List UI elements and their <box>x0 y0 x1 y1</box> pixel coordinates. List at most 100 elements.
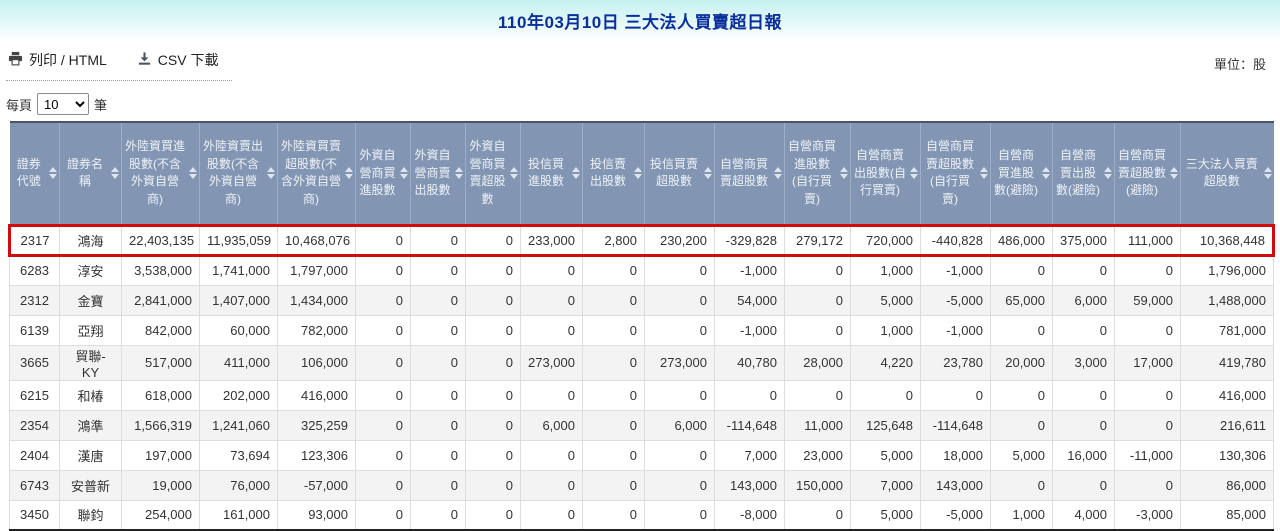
column-header-4[interactable]: 外陸資買賣超股數(不含外資自營商) <box>277 122 356 225</box>
table-row: 2312 金寶 2,841,000 1,407,000 1,434,000 0 0 0 0 0 0 5… <box>9 285 1274 316</box>
column-header-18[interactable]: 三大法人買賣超股數 <box>1180 122 1274 225</box>
value-cell: 0 <box>520 380 583 411</box>
column-header-0[interactable]: 證券代號 <box>9 122 60 225</box>
column-header-13[interactable]: 自營商賣出股數(自行買賣) <box>850 122 921 225</box>
value-cell: 0 <box>520 470 583 501</box>
value-cell: 1,566,319 <box>121 410 200 441</box>
value-cell: 0 <box>1114 380 1181 411</box>
value-cell: 10,468,076 <box>277 223 356 257</box>
column-header-12[interactable]: 自營商買進股數(自行買賣) <box>784 122 851 225</box>
value-cell: 517,000 <box>121 345 200 381</box>
table-row: 3450 聯鈞 254,000 161,000 93,000 0 0 0 0 0 0 -8,000 0 5… <box>9 500 1274 531</box>
value-cell: 10,368,448 <box>1180 223 1275 257</box>
value-cell: 0 <box>850 380 921 411</box>
csv-download-button[interactable]: CSV 下載 <box>137 50 218 70</box>
column-header-label: 外陸資買進股數(不含外資自營商) <box>124 139 185 206</box>
value-cell: 5,000 <box>990 440 1053 471</box>
column-header-11[interactable]: 自營商買賣超股數 <box>714 122 785 225</box>
value-cell: 143,000 <box>920 470 991 501</box>
column-header-17[interactable]: 自營商買賣超股數(避險) <box>1114 122 1181 225</box>
table-row: 2317 鴻海 22,403,135 11,935,059 10,468,076 0 0 0 2… <box>8 223 1275 257</box>
value-cell: 85,000 <box>1180 500 1274 531</box>
value-cell: 0 <box>465 380 521 411</box>
value-cell: 0 <box>465 223 521 257</box>
column-header-6[interactable]: 外資自營商賣出股數 <box>410 122 466 225</box>
value-cell: 0 <box>520 500 583 531</box>
value-cell: 0 <box>784 500 851 531</box>
column-header-16[interactable]: 自營商賣出股數(避險) <box>1052 122 1115 225</box>
per-page-prefix: 每頁 <box>6 97 33 113</box>
print-html-button[interactable]: 列印 / HTML <box>8 50 107 70</box>
sort-icon <box>189 167 197 180</box>
value-cell: 0 <box>1052 255 1115 286</box>
sort-icon <box>910 167 918 180</box>
stock-code-cell: 3665 <box>9 345 60 381</box>
column-header-label: 自營商賣出股數(自行買賣) <box>854 148 906 197</box>
column-header-label: 外資自營商買賣超股數 <box>469 139 506 206</box>
column-header-10[interactable]: 投信買賣超股數 <box>644 122 715 225</box>
value-cell: 273,000 <box>644 345 715 381</box>
column-header-3[interactable]: 外陸資賣出股數(不含外資自營商) <box>199 122 278 225</box>
column-header-label: 三大法人買賣超股數 <box>1185 156 1258 189</box>
value-cell: 0 <box>582 440 645 471</box>
value-cell: 0 <box>582 255 645 286</box>
column-header-7[interactable]: 外資自營商買賣超股數 <box>465 122 521 225</box>
value-cell: 40,780 <box>714 345 785 381</box>
value-cell: -3,000 <box>1114 500 1181 531</box>
title-banner: 110年03月10日 三大法人買賣超日報 <box>0 0 1280 40</box>
value-cell: 486,000 <box>990 223 1053 257</box>
value-cell: 0 <box>920 380 991 411</box>
value-cell: 0 <box>990 410 1053 441</box>
value-cell: 0 <box>465 440 521 471</box>
value-cell: 17,000 <box>1114 345 1181 381</box>
column-header-2[interactable]: 外陸資買進股數(不含外資自營商) <box>121 122 200 225</box>
sort-icon <box>840 167 848 180</box>
value-cell: 416,000 <box>277 380 356 411</box>
value-cell: 0 <box>465 500 521 531</box>
column-header-15[interactable]: 自營商買進股數(避險) <box>990 122 1053 225</box>
value-cell: 23,000 <box>784 440 851 471</box>
value-cell: 0 <box>582 315 645 346</box>
sort-icon <box>774 167 782 180</box>
value-cell: 0 <box>520 285 583 316</box>
value-cell: 7,000 <box>850 470 921 501</box>
value-cell: 0 <box>582 380 645 411</box>
stock-code-cell: 6283 <box>9 255 60 286</box>
column-header-label: 外陸資賣出股數(不含外資自營商) <box>202 139 263 206</box>
sort-icon <box>980 167 988 180</box>
value-cell: 2,800 <box>582 223 645 257</box>
stock-name-cell: 鴻海 <box>59 223 122 257</box>
toolbar: 列印 / HTML CSV 下載 單位：股 <box>0 40 1280 81</box>
column-header-9[interactable]: 投信賣出股數 <box>582 122 645 225</box>
stock-code-cell: 2317 <box>8 223 60 257</box>
value-cell: 0 <box>990 470 1053 501</box>
value-cell: 1,488,000 <box>1180 285 1274 316</box>
value-cell: 0 <box>355 223 411 257</box>
value-cell: 0 <box>644 315 715 346</box>
value-cell: 143,000 <box>714 470 785 501</box>
value-cell: -11,000 <box>1114 440 1181 471</box>
value-cell: 0 <box>465 470 521 501</box>
report-table: 證券代號 證券名稱 外陸資買進股數(不含外資自營商) 外陸資賣出股數(不含外資自營商)… <box>8 121 1275 531</box>
column-header-5[interactable]: 外資自營商買進股數 <box>355 122 411 225</box>
value-cell: 0 <box>582 410 645 441</box>
column-header-1[interactable]: 證券名稱 <box>59 122 122 225</box>
column-header-14[interactable]: 自營商買賣超股數(自行買賣) <box>920 122 991 225</box>
value-cell: 325,259 <box>277 410 356 441</box>
column-header-8[interactable]: 投信買進股數 <box>520 122 583 225</box>
value-cell: 0 <box>644 285 715 316</box>
printer-icon <box>8 51 23 69</box>
value-cell: 59,000 <box>1114 285 1181 316</box>
value-cell: 0 <box>520 440 583 471</box>
stock-code-cell: 6139 <box>9 315 60 346</box>
value-cell: 11,000 <box>784 410 851 441</box>
table-row: 2354 鴻準 1,566,319 1,241,060 325,259 0 0 0 6,000 0… <box>9 410 1274 441</box>
value-cell: 0 <box>714 380 785 411</box>
table-header: 證券代號 證券名稱 外陸資買進股數(不含外資自營商) 外陸資賣出股數(不含外資自營商)… <box>9 122 1274 225</box>
per-page-select[interactable]: 10 <box>37 93 90 115</box>
value-cell: 0 <box>355 440 411 471</box>
value-cell: 0 <box>1052 380 1115 411</box>
column-header-label: 投信買賣超股數 <box>649 156 698 189</box>
stock-name-cell: 鴻準 <box>59 410 122 441</box>
value-cell: 233,000 <box>520 223 583 257</box>
